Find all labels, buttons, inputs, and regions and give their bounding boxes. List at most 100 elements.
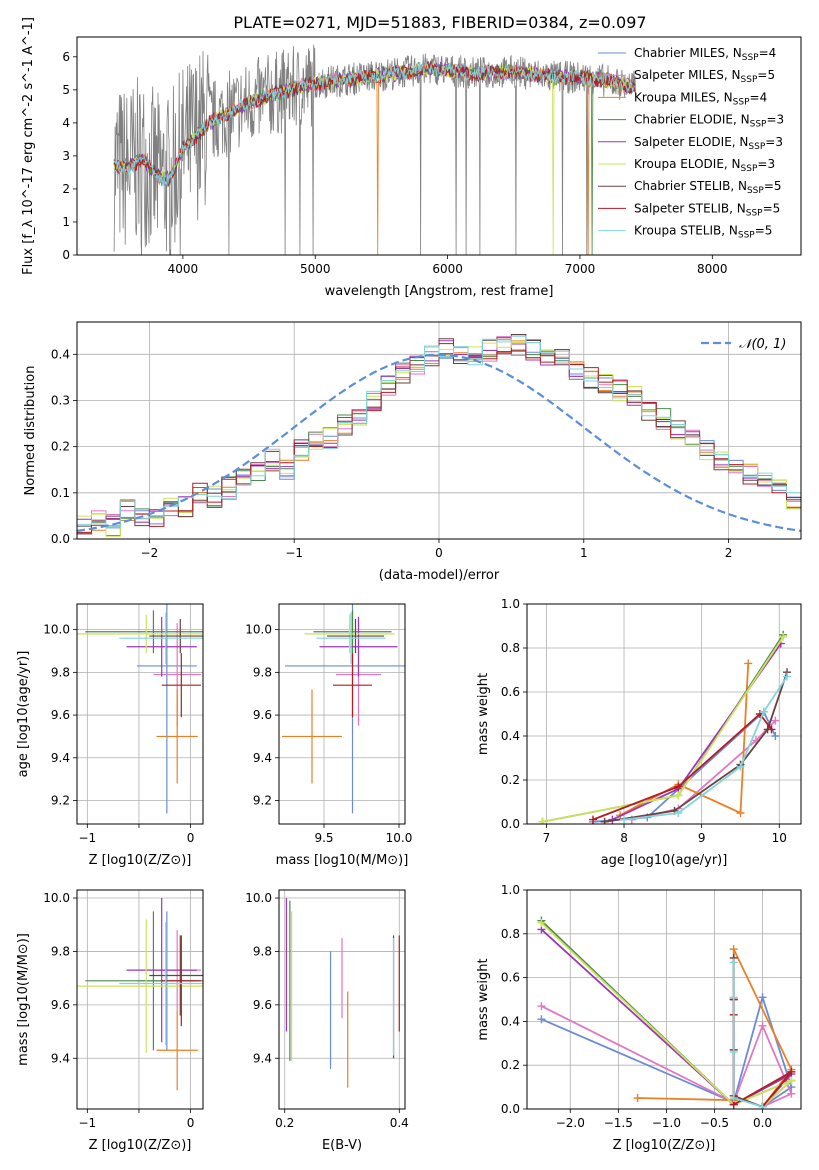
plot-area (282, 604, 405, 814)
y-axis-label: Normed distribution (23, 366, 38, 496)
axes: 4000 5000 6000 7000 8000 0 1 2 3 4 5 6 wavelength [A… (21, 17, 802, 299)
model-spectrum-line (113, 62, 636, 255)
axes: −1 0 9.4 9.6 9.8 10.0 Z [log10(Z/Z⊙)] mass [log… (16, 889, 204, 1153)
grid (77, 890, 203, 1109)
panel-age-vs-mass: 9.5 10.0 9.2 9.4 9.6 9.8 10.0 mass [log10(M/M⊙)… (245, 603, 413, 868)
y-tick-label: 0.2 (501, 1058, 520, 1072)
panel-weight-vs-Z: −2.0 −1.5 −1.0 −0.5 0.0 0.0 0.2 0.4 0.6 0.8 1.0 Z [… (476, 883, 802, 1153)
x-axis-label: age [log10(age/yr)] (601, 853, 728, 868)
axes: −2.0 −1.5 −1.0 −0.5 0.0 0.0 0.2 0.4 0.6 0.8 1.0 Z [… (476, 883, 802, 1153)
model-spectrum-line (113, 63, 636, 255)
y-tick-label: 0.4 (501, 1014, 520, 1028)
weight-marker (537, 918, 546, 927)
legend-entry: Chabrier MILES, NSSP=4 (634, 46, 776, 63)
y-tick-label: 9.8 (253, 944, 272, 958)
weight-marker (787, 1067, 796, 1076)
legend-value: =3 (757, 157, 775, 171)
legend-subscript: SSP (750, 120, 767, 130)
histogram-step (77, 335, 801, 528)
legend-value: =5 (755, 224, 773, 238)
x-axis-label: E(B-V) (322, 1138, 362, 1153)
x-tick-label: −1.5 (604, 1116, 633, 1130)
y-tick-label: 9.6 (253, 998, 272, 1012)
weight-marker (729, 993, 738, 1002)
y-tick-label: 9.4 (253, 751, 272, 765)
y-tick-label: 9.8 (253, 665, 272, 679)
y-tick-label: 0.2 (51, 440, 70, 454)
histogram-step (77, 340, 801, 533)
x-axis-label: wavelength [Angstrom, rest frame] (325, 284, 554, 299)
y-tick-label: 0.3 (51, 393, 70, 407)
y-tick-label: 0.6 (501, 971, 520, 985)
legend-value: =5 (763, 201, 781, 215)
legend: 𝒩(0, 1) (701, 337, 786, 352)
legend-subscript: SSP (741, 75, 758, 85)
x-tick-label: 10 (772, 831, 787, 845)
weight-line (540, 922, 793, 1108)
legend-subscript: SSP (733, 97, 750, 107)
y-tick-label: 0.2 (501, 773, 520, 787)
legend-entry: Kroupa MILES, NSSP=4 (634, 90, 767, 107)
legend-entry: Kroupa ELODIE, NSSP=3 (634, 157, 775, 174)
model-spectrum-line (113, 61, 636, 255)
y-tick-label: 10.0 (245, 891, 272, 905)
y-tick-label: 9.6 (51, 708, 70, 722)
x-tick-label: 0.2 (275, 1116, 294, 1130)
weight-marker (729, 1048, 738, 1057)
plot-area (77, 604, 203, 814)
y-tick-label: 6 (62, 50, 70, 64)
panel-mass-vs-ebv: 0.2 0.4 9.4 9.6 9.8 10.0 E(B-V) (245, 889, 409, 1153)
x-tick-label: 10.0 (386, 831, 413, 845)
y-tick-label: 9.2 (253, 794, 272, 808)
y-tick-label: 9.4 (51, 751, 70, 765)
legend-entry: 𝒩(0, 1) (739, 337, 786, 352)
weight-marker (588, 815, 597, 824)
legend-value: =3 (765, 135, 783, 149)
x-axis-label: (data-model)/error (379, 568, 500, 583)
axes-frame (76, 603, 204, 825)
weight-marker (758, 1021, 767, 1030)
histogram-step (77, 342, 801, 537)
x-tick-label: 9 (698, 831, 706, 845)
legend-value: =4 (759, 46, 777, 60)
weight-marker (729, 1094, 738, 1103)
axes-frame (526, 603, 802, 825)
histogram-step (77, 343, 801, 534)
plot-area (538, 630, 792, 824)
y-axis-label: age [log10(age/yr)] (16, 651, 31, 778)
x-tick-label: −0.5 (700, 1116, 729, 1130)
x-tick-label: 0 (435, 546, 443, 560)
y-tick-label: 9.8 (51, 665, 70, 679)
legend-value: =5 (757, 68, 775, 82)
legend-subscript: SSP (741, 164, 758, 174)
weight-marker (758, 1102, 767, 1109)
weight-marker (537, 1015, 546, 1024)
grid (77, 604, 203, 824)
panel-mass-vs-Z: −1 0 9.4 9.6 9.8 10.0 Z [log10(Z/Z⊙)] mass [log… (16, 889, 204, 1153)
axes: 0.2 0.4 9.4 9.6 9.8 10.0 E(B-V) (245, 889, 409, 1153)
panel-residuals: −2 −1 0 1 2 0.0 0.1 0.2 0.3 0.4 (data-model)/error… (23, 321, 802, 583)
y-tick-label: 2 (62, 182, 70, 196)
x-tick-label: 5000 (300, 262, 331, 276)
model-spectrum-line (113, 62, 636, 187)
y-tick-label: 1 (62, 215, 70, 229)
weight-line (592, 712, 773, 821)
x-tick-label: 7 (543, 831, 551, 845)
y-tick-label: 9.6 (253, 708, 272, 722)
y-tick-label: 10.0 (43, 891, 70, 905)
y-tick-label: 0.6 (501, 685, 520, 699)
y-tick-label: 0.4 (501, 729, 520, 743)
legend-subscript: SSP (738, 231, 755, 241)
weight-marker (674, 809, 683, 817)
y-tick-label: 0.1 (51, 486, 70, 500)
x-tick-label: 6000 (432, 262, 463, 276)
legend: Chabrier MILES, NSSP=4 Salpeter MILES, NS… (598, 46, 784, 241)
legend-entry: Salpeter MILES, NSSP=5 (634, 68, 775, 85)
x-tick-label: 7000 (565, 262, 596, 276)
x-tick-label: −1 (285, 546, 303, 560)
x-tick-label: 8 (620, 831, 628, 845)
weight-marker (620, 815, 629, 824)
x-tick-label: −2 (141, 546, 159, 560)
